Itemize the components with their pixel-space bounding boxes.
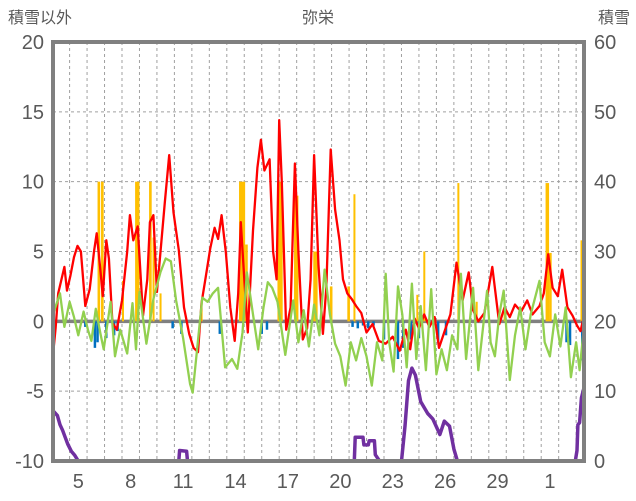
left-axis-tick-label: 5 [33,242,44,264]
orange-bar [277,181,283,322]
left-axis-tick-label: 10 [22,172,44,194]
orange-bar [545,183,550,322]
orange-bar [416,294,419,322]
x-axis-tick-label: 17 [277,471,299,493]
right-axis-tick-label: 30 [594,242,616,264]
right-axis-tick-label: 40 [594,172,616,194]
blue-bar [356,321,360,329]
left-axis-tick-label: 0 [33,311,44,333]
orange-bar [353,194,356,322]
left-axis-title: 積雪以外 [8,10,73,27]
blue-bar [409,321,413,340]
blue-bar [84,321,87,327]
orange-bar [135,181,140,322]
orange-bar [101,181,104,322]
blue-bar [396,321,400,360]
orange-bar [475,301,478,322]
x-axis-tick-label: 26 [434,471,456,493]
x-axis-tick-label: 8 [125,471,136,493]
orange-bar [313,251,318,322]
blue-bar [218,321,222,334]
plot-frame [51,40,586,463]
orange-bar [457,183,460,322]
x-axis-tick-label: 1 [544,471,555,493]
x-axis-tick-label: 5 [73,471,84,493]
blue-bar [93,321,97,348]
green-line [51,257,585,394]
left-axis-tick-label: 15 [22,102,44,124]
right-axis-tick-label: 0 [594,451,605,473]
left-axis-tick-label: -10 [15,451,44,473]
chart-title: 弥栄 [301,10,334,27]
right-axis-title: 積雪 [597,10,630,27]
orange-bar [149,181,152,322]
right-axis-tick-label: 20 [594,311,616,333]
blue-bar [171,321,174,329]
orange-bar [347,286,350,322]
blue-bar [351,321,354,327]
snow-depth-line [51,366,586,463]
blue-bar [436,321,440,343]
right-axis-tick-label: 60 [594,32,616,54]
x-axis-tick-label: 23 [382,471,404,493]
blue-bar [265,321,269,330]
left-axis-tick-label: 20 [22,32,44,54]
x-axis-tick-label: 11 [173,471,194,493]
x-axis-tick-label: 29 [486,471,508,493]
right-axis-tick-label: 10 [594,381,616,403]
blue-bar [112,321,116,336]
orange-bar [423,251,426,322]
orange-bar [580,240,583,322]
blue-bar [96,321,99,343]
x-axis-tick-label: 14 [224,471,246,493]
blue-bar [568,321,572,346]
orange-bar [159,293,162,322]
blue-bar [367,321,370,329]
orange-bar [329,286,333,322]
x-axis-tick-label: 20 [329,471,351,493]
right-axis-tick-label: 50 [594,102,616,124]
left-axis-tick-label: -5 [26,381,44,403]
orange-bar [549,252,552,322]
orange-bar [152,237,155,322]
orange-bar [294,195,299,322]
red-line [51,119,585,357]
